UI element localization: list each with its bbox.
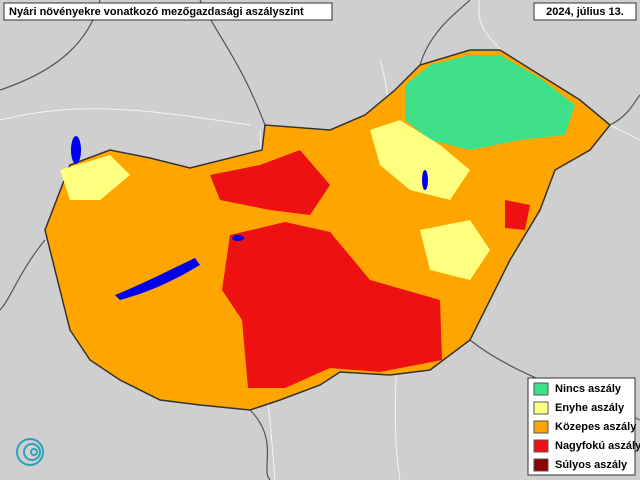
- region-severe-high: [210, 150, 330, 215]
- legend-swatch: [533, 439, 549, 453]
- legend-swatch: [533, 401, 549, 415]
- region-mild: [420, 220, 490, 280]
- legend-items: Nincs aszály Enyhe aszály Közepes aszály Na…: [533, 382, 640, 472]
- legend-label: Nincs aszály: [555, 383, 622, 395]
- legend-label: Közepes aszály: [555, 421, 637, 433]
- map-title: Nyári növényekre vonatkozó mezőgazdasági…: [9, 6, 304, 18]
- lakes: [71, 136, 428, 300]
- legend-swatch: [533, 420, 549, 434]
- logo: [16, 438, 44, 466]
- legend-label: Súlyos aszály: [555, 459, 628, 471]
- legend-label: Nagyfokú aszály: [555, 440, 640, 452]
- legend-label: Enyhe aszály: [555, 402, 625, 414]
- region-severe-high: [505, 200, 530, 230]
- region-mild: [60, 155, 130, 200]
- region-none: [405, 55, 575, 150]
- date-box: [533, 2, 637, 21]
- region-mild: [370, 120, 470, 200]
- legend-swatch: [533, 458, 549, 472]
- legend-swatch: [533, 382, 549, 396]
- title-box: [3, 2, 333, 21]
- region-severe-high: [222, 222, 442, 388]
- map-date: 2024, július 13.: [546, 6, 624, 18]
